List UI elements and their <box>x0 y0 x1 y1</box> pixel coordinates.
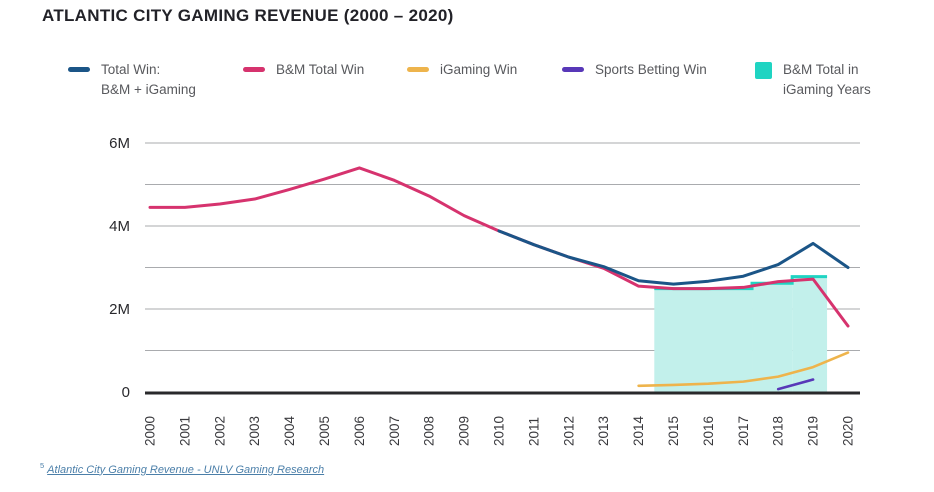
x-tick-label: 2013 <box>596 416 611 446</box>
legend-label-line: B&M Total in <box>783 62 859 77</box>
series-igaming-win <box>637 351 850 388</box>
x-tick-label: 2020 <box>841 416 856 446</box>
legend-item-total-win: Total Win: B&M + iGaming <box>68 60 196 99</box>
x-axis-labels: 2000 2001 2002 2003 2004 2005 2006 2007 2008 2009… <box>143 415 856 446</box>
x-tick-label: 2018 <box>771 416 786 446</box>
legend-label-line: Sports Betting Win <box>595 62 707 77</box>
x-tick-label: 2008 <box>422 416 437 446</box>
y-tick-label: 6M <box>109 135 130 152</box>
legend-item-igaming-win: iGaming Win <box>407 60 517 80</box>
legend-label-bm-total-win: B&M Total Win <box>276 60 364 80</box>
x-tick-label: 2000 <box>143 416 158 446</box>
series-total-win-b-m-igaming <box>497 229 850 286</box>
legend-label-total-win: Total Win: B&M + iGaming <box>101 60 196 99</box>
series-lines <box>148 166 850 391</box>
legend-swatch-total-win-icon <box>68 67 90 72</box>
x-tick-label: 2017 <box>736 416 751 446</box>
legend-swatch-igaming-win-icon <box>407 67 429 72</box>
x-tick-label: 2012 <box>561 416 576 446</box>
y-tick-label: 4M <box>109 218 130 235</box>
x-tick-label: 2007 <box>387 416 402 446</box>
legend-item-bm-total-igaming-years: B&M Total in iGaming Years <box>755 60 871 99</box>
legend-label-igaming-win: iGaming Win <box>440 60 517 80</box>
legend-swatch-bm-total-win-icon <box>243 67 265 72</box>
legend-label-line: B&M Total Win <box>276 62 365 77</box>
page-title: ATLANTIC CITY GAMING REVENUE (2000 – 202… <box>42 6 454 25</box>
x-tick-label: 2019 <box>806 416 821 446</box>
legend-item-sports-betting-win: Sports Betting Win <box>562 60 707 80</box>
x-tick-label: 2006 <box>352 416 367 446</box>
y-tick-label: 0 <box>122 384 130 401</box>
x-tick-label: 2015 <box>666 416 681 446</box>
legend-swatch-sports-betting-win-icon <box>562 67 584 72</box>
footnote-marker: 5 <box>40 461 45 470</box>
y-axis-labels: 0 2M 4M 6M <box>109 135 130 401</box>
legend-label-line: iGaming Win <box>440 62 518 77</box>
x-tick-label: 2009 <box>457 416 472 446</box>
legend-item-bm-total-win: B&M Total Win <box>243 60 364 80</box>
x-tick-label: 2001 <box>177 416 192 446</box>
legend-label-line: B&M + iGaming <box>101 81 196 97</box>
source-link[interactable]: Atlantic City Gaming Revenue - UNLV Gami… <box>47 463 325 476</box>
x-tick-label: 2011 <box>526 417 541 446</box>
x-tick-label: 2014 <box>631 415 646 446</box>
source-footnote: 5 Atlantic City Gaming Revenue - UNLV Gam… <box>40 461 324 476</box>
legend-label-line: iGaming Years <box>783 81 871 97</box>
legend-swatch-bm-total-igaming-years-icon <box>755 62 772 79</box>
legend-label-bm-total-igaming-years: B&M Total in iGaming Years <box>783 60 871 99</box>
x-tick-label: 2004 <box>282 415 297 446</box>
x-tick-label: 2005 <box>317 416 332 446</box>
legend-label-line: Total Win: <box>101 62 161 77</box>
series-sports-betting-win <box>776 378 815 391</box>
x-tick-label: 2016 <box>701 416 716 446</box>
x-tick-label: 2010 <box>492 416 507 446</box>
legend-label-sports-betting-win: Sports Betting Win <box>595 60 707 80</box>
x-tick-label: 2002 <box>212 416 227 446</box>
x-tick-label: 2003 <box>247 416 262 446</box>
area-bm-total-igaming-years <box>654 275 828 392</box>
y-tick-label: 2M <box>109 301 130 318</box>
